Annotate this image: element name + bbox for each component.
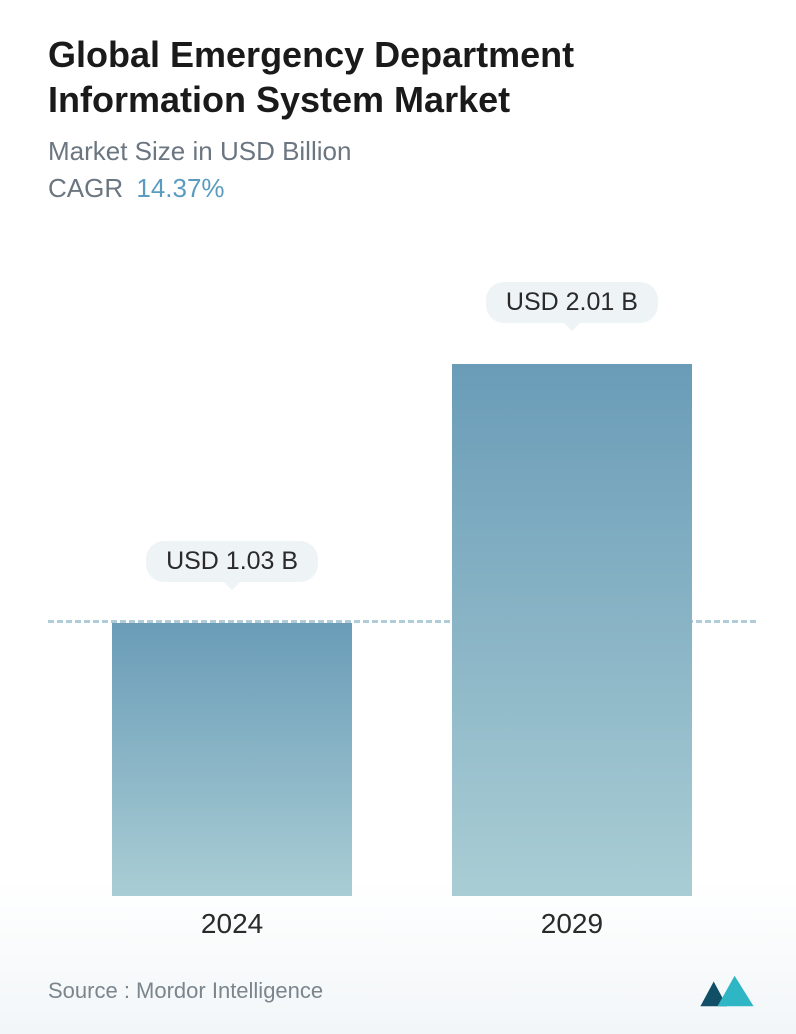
x-axis-label: 2024 xyxy=(201,908,263,940)
bar-value-label: USD 2.01 B xyxy=(486,282,658,323)
mordor-logo-icon xyxy=(698,972,756,1010)
cagr-row: CAGR 14.37% xyxy=(48,173,756,204)
chart-container: Global Emergency Department Information … xyxy=(0,0,796,1034)
plot-region: USD 1.03 B USD 2.01 B xyxy=(48,214,756,896)
bar xyxy=(452,364,693,896)
cagr-value: 14.37% xyxy=(136,173,224,203)
chart-subtitle: Market Size in USD Billion xyxy=(48,136,756,167)
chart-area: USD 1.03 B USD 2.01 B 2024 2029 xyxy=(48,214,756,966)
x-axis-labels: 2024 2029 xyxy=(48,908,756,948)
x-axis-label: 2029 xyxy=(541,908,603,940)
source-text: Source : Mordor Intelligence xyxy=(48,978,323,1004)
bar xyxy=(112,623,353,896)
footer: Source : Mordor Intelligence xyxy=(48,966,756,1010)
chart-title: Global Emergency Department Information … xyxy=(48,32,756,122)
cagr-label: CAGR xyxy=(48,173,123,203)
bar-value-label: USD 1.03 B xyxy=(146,541,318,582)
